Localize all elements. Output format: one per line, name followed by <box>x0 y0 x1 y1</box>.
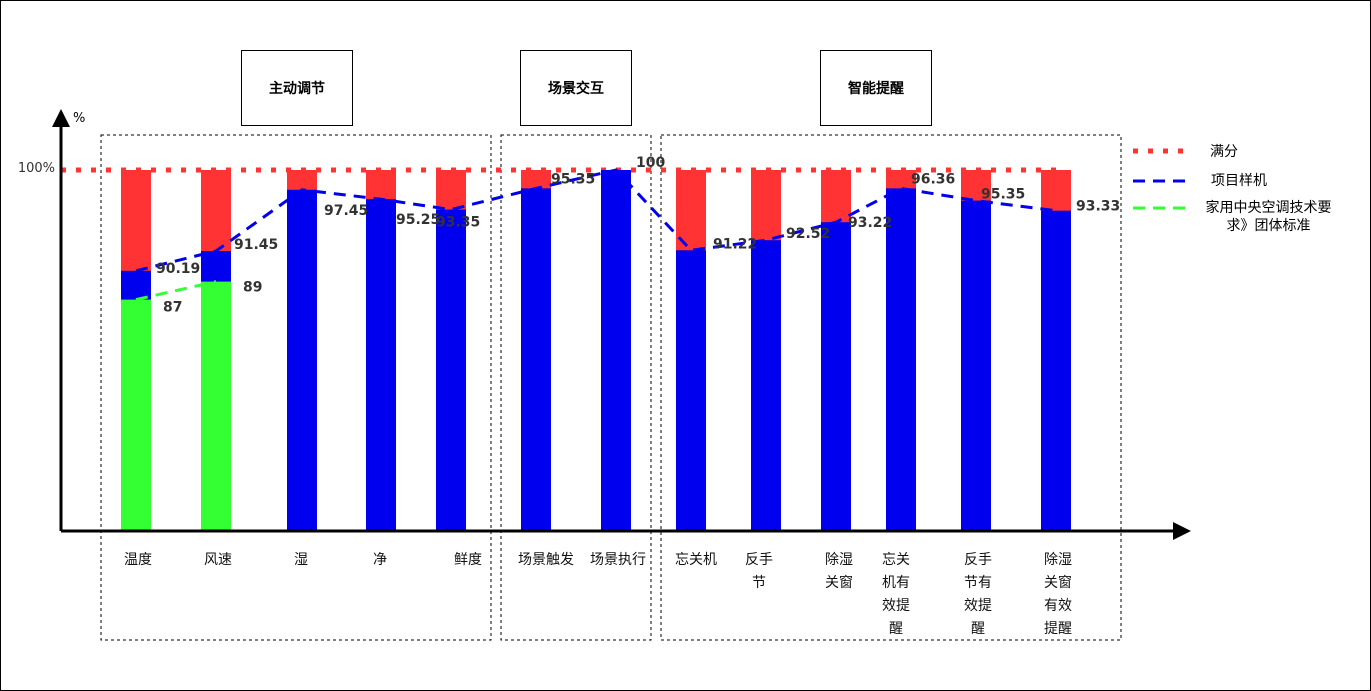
bar-prototype <box>601 170 631 530</box>
legend-label-full-score: 满分 <box>1210 144 1238 160</box>
x-tick-label-line: 关窗 <box>825 575 853 591</box>
data-label-standard: 87 <box>163 300 182 316</box>
data-label-prototype: 95.25 <box>396 212 440 228</box>
x-tick-label-line: 净 <box>373 552 387 568</box>
group-title-active-adjust: 主动调节 <box>241 50 353 126</box>
bar-prototype <box>287 189 317 531</box>
x-tick-label-line: 有效 <box>1044 598 1072 614</box>
x-tick-label: 净 <box>355 549 405 572</box>
group-box-1 <box>100 134 492 641</box>
data-label-prototype: 100 <box>636 155 665 171</box>
data-label-prototype: 93.35 <box>436 215 480 231</box>
data-label-standard: 89 <box>243 280 262 296</box>
x-tick-label: 反手节 <box>734 549 784 595</box>
x-tick-label: 场景执行 <box>583 549 653 572</box>
data-label-prototype: 95.35 <box>551 171 595 187</box>
x-tick-label-line: 忘关 <box>882 552 910 568</box>
group-box-2 <box>500 134 652 641</box>
data-label-prototype: 96.36 <box>911 171 955 187</box>
x-tick-label: 除湿 关窗 <box>814 549 864 595</box>
x-tick-label-line: 节有 <box>964 575 992 591</box>
data-label-prototype: 90.19 <box>156 261 200 277</box>
group-title-scene-interaction: 场景交互 <box>520 50 632 126</box>
bar-prototype <box>366 199 396 530</box>
x-tick-label-line: 效提 <box>964 598 992 614</box>
bar-prototype <box>961 200 991 530</box>
reference-line-label: 100% <box>18 161 55 176</box>
x-tick-label-line: 关窗 <box>1044 575 1072 591</box>
bar-prototype <box>676 250 706 530</box>
data-label-prototype: 95.35 <box>981 187 1025 203</box>
x-tick-label: 忘关机 <box>666 549 726 572</box>
x-tick-label-line: 除湿 <box>825 552 853 568</box>
x-tick-label-line: 风速 <box>204 552 232 568</box>
x-tick-label: 场景触发 <box>511 549 581 572</box>
data-label-prototype: 93.33 <box>1076 199 1120 215</box>
y-axis-label: % <box>73 111 85 126</box>
x-tick-label: 反手 节有 效提醒 <box>953 549 1003 641</box>
data-label-prototype: 97.45 <box>324 203 368 219</box>
x-tick-label-line: 温度 <box>124 552 152 568</box>
x-tick-label-line: 湿 <box>294 552 308 568</box>
y-axis-arrow <box>52 109 70 127</box>
bar-standard <box>121 299 151 530</box>
x-tick-label-line: 提醒 <box>1044 621 1072 637</box>
bar-prototype <box>521 188 551 531</box>
bar-prototype <box>436 209 466 530</box>
bar-prototype <box>821 222 851 530</box>
legend-label-standard: 家用中央空调技术要求》团体标准 <box>1205 200 1332 234</box>
data-label-prototype: 93.22 <box>848 215 892 231</box>
data-label-prototype: 91.45 <box>234 237 278 253</box>
x-axis-arrow <box>1173 522 1191 540</box>
x-tick-label-line: 节 <box>752 575 766 591</box>
x-tick-label: 湿 <box>276 549 326 572</box>
standard-series-line <box>135 280 217 302</box>
x-tick-label-line: 除湿 <box>1044 552 1072 568</box>
data-label-prototype: 91.22 <box>713 236 757 252</box>
group-box-3 <box>660 134 1122 641</box>
x-tick-label-line: 场景执行 <box>590 552 646 568</box>
x-tick-label-line: 机有 <box>882 575 910 591</box>
x-tick-label-line: 效提 <box>882 598 910 614</box>
x-tick-label-line: 场景触发 <box>518 552 574 568</box>
x-tick-label-line: 鲜度 <box>454 552 482 568</box>
x-tick-label-line: 醒 <box>971 621 985 637</box>
bar-prototype <box>1041 210 1071 530</box>
x-tick-label-line: 反手 <box>964 552 992 568</box>
x-tick-label-line: 忘关机 <box>675 552 717 568</box>
x-tick-label: 忘关 机有 效提醒 <box>871 549 921 641</box>
x-tick-label: 风速 <box>193 549 243 572</box>
x-tick-label-line: 醒 <box>889 621 903 637</box>
x-tick-label: 除湿 关窗 有效 提醒 <box>1033 549 1083 641</box>
legend-label-prototype: 项目样机 <box>1211 173 1267 189</box>
bar-standard <box>201 281 231 530</box>
group-title-smart-reminder: 智能提醒 <box>820 50 932 126</box>
bar-prototype <box>886 188 916 531</box>
bar-prototype <box>751 240 781 530</box>
prototype-series-line <box>135 168 1057 273</box>
x-tick-label: 鲜度 <box>443 549 493 572</box>
data-label-prototype: 92.52 <box>786 226 830 242</box>
x-tick-label-line: 反手 <box>745 552 773 568</box>
x-tick-label: 温度 <box>113 549 163 572</box>
